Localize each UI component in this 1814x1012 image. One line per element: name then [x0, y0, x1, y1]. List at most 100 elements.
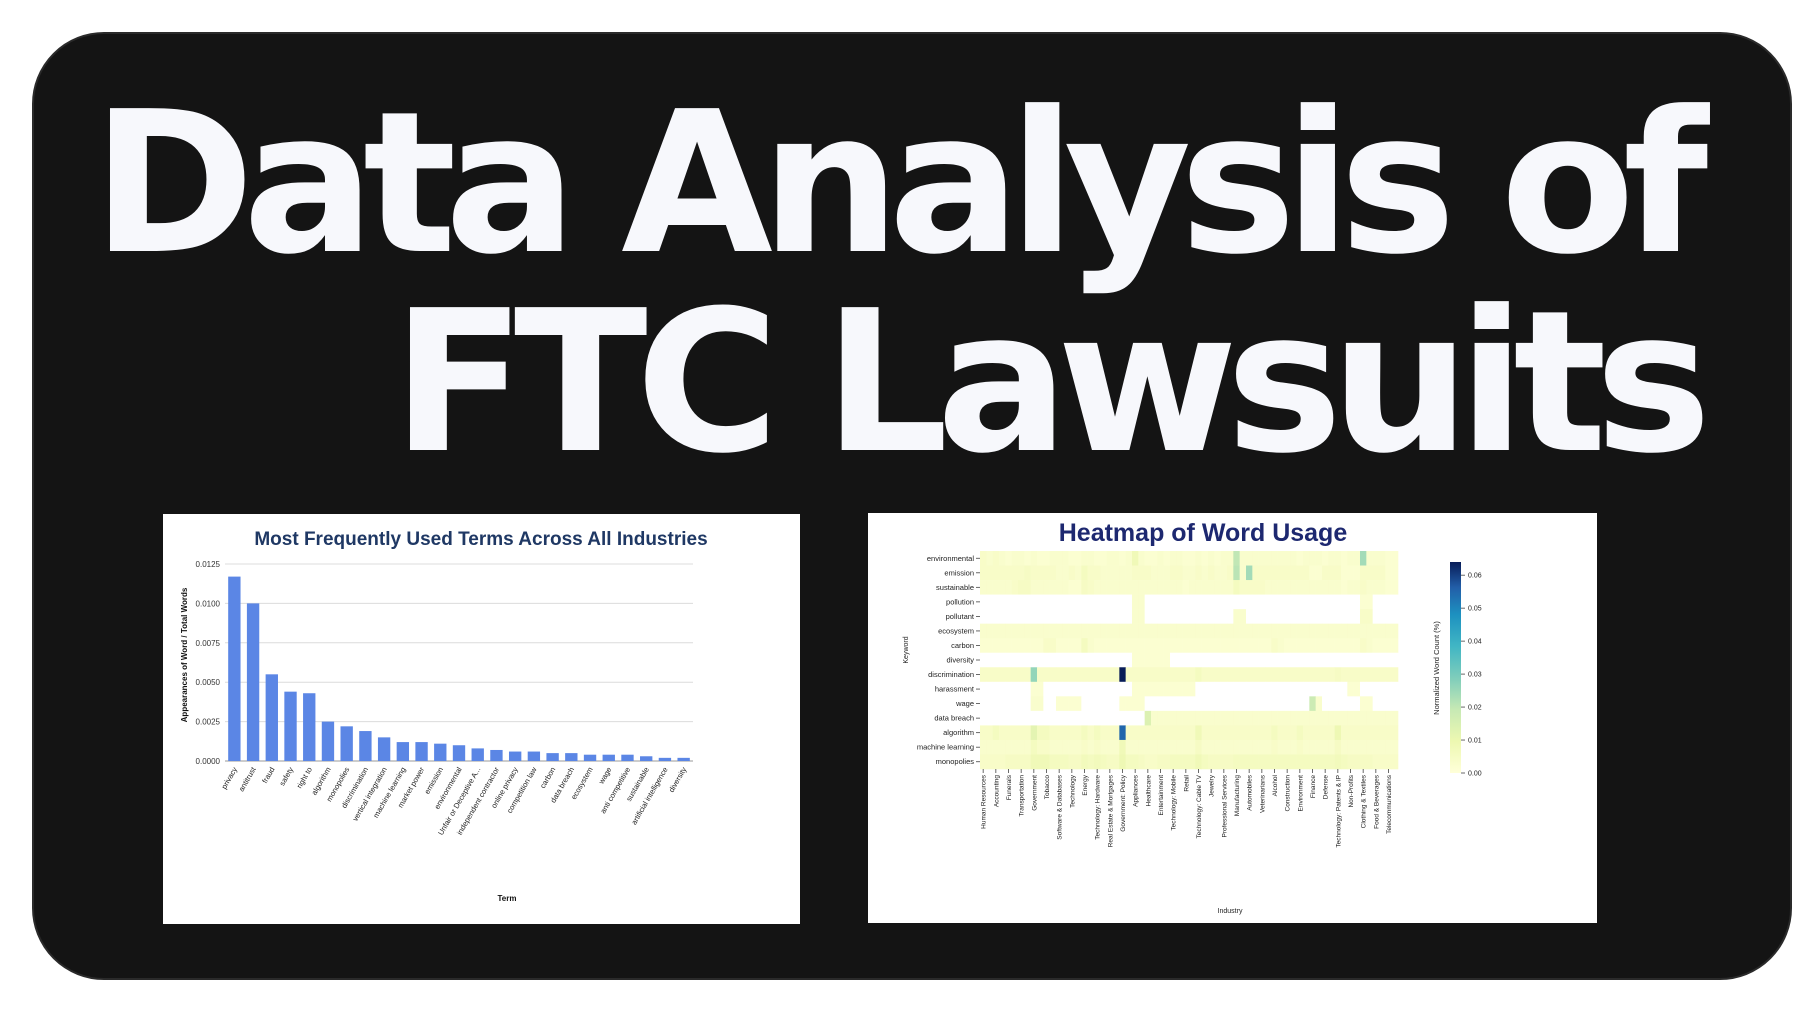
heatmap-cell [1062, 696, 1069, 712]
heatmap-cell [1170, 580, 1177, 595]
heatmap-cell [1201, 623, 1209, 639]
heatmap-cell [1106, 725, 1114, 741]
heatmap-cell [1182, 739, 1190, 755]
heatmap-cell [1049, 551, 1057, 566]
heatmap-cell [1391, 594, 1399, 610]
heatmap-cell [1062, 754, 1069, 770]
bar-9 [396, 742, 410, 761]
heatmap-row-label: emission [944, 568, 974, 577]
heatmap-col-label: Non-Profits [1348, 774, 1355, 807]
bar-chart-title: Most Frequently Used Terms Across All In… [254, 529, 707, 550]
heatmap-cell [1113, 609, 1120, 624]
heatmap-cell [1334, 710, 1342, 726]
heatmap-cell [1309, 551, 1316, 566]
heatmap-cell [1049, 681, 1057, 697]
heatmap-cell [986, 609, 993, 624]
heatmap-cell [992, 580, 1000, 595]
heatmap-cell [1068, 580, 1076, 595]
heatmap-cell [1138, 739, 1145, 755]
heatmap-cell [1391, 739, 1399, 755]
heatmap-cell [1271, 739, 1278, 755]
heatmap-cell [1138, 652, 1145, 668]
heatmap-cell [1138, 754, 1145, 770]
heatmap-cell [1138, 681, 1145, 697]
heatmap-cell [1132, 580, 1139, 595]
heatmap-cell [1189, 580, 1196, 595]
heatmap-cell [999, 594, 1006, 610]
heatmap-row-label: discrimination [928, 670, 974, 679]
heatmap-cell [1271, 696, 1278, 712]
heatmap-cell [1119, 580, 1126, 595]
heatmap-col-label: Construction [1285, 775, 1292, 812]
heatmap-cell [1277, 638, 1285, 654]
heatmap-cell [1062, 667, 1069, 683]
heatmap-cell [1347, 623, 1354, 639]
heatmap-cell [1081, 667, 1088, 683]
heatmap-col-label: Food & Beverages [1373, 774, 1380, 829]
heatmap-cell [1106, 580, 1114, 595]
heatmap-cell [1277, 551, 1285, 566]
heatmap-cell [1081, 696, 1088, 712]
heatmap-cell [1208, 594, 1215, 610]
heatmap-cell [980, 667, 987, 683]
heatmap-cell [1315, 580, 1323, 595]
bar-8 [377, 737, 391, 761]
heatmap-cell [1372, 551, 1380, 566]
heatmap-cell [1315, 551, 1323, 566]
heatmap-cell [1087, 565, 1095, 581]
heatmap-cell [1227, 638, 1234, 654]
heatmap-cell [1258, 696, 1266, 712]
heatmap-cell [1024, 754, 1031, 770]
heatmap-cell [1113, 638, 1120, 654]
heatmap-cell [1328, 609, 1335, 624]
heatmap-col-label: Appliances [1133, 774, 1140, 807]
heatmap-cell [1081, 623, 1088, 639]
heatmap-cell [1113, 681, 1120, 697]
heatmap-cell [1258, 754, 1266, 770]
heatmap-cell [1309, 754, 1316, 770]
heatmap-cell [1322, 623, 1329, 639]
heatmap-cell [1157, 725, 1164, 741]
heatmap-cell [1182, 551, 1190, 566]
heatmap-cell [1068, 609, 1076, 624]
heatmap-cell [1341, 739, 1348, 755]
heatmap-cell [1087, 754, 1095, 770]
heatmap-cell [1043, 594, 1050, 610]
heatmap-cell [1252, 551, 1259, 566]
heatmap-cell [1391, 725, 1399, 741]
heatmap-cell [1315, 681, 1323, 697]
heatmap-cell [1290, 710, 1297, 726]
heatmap-cell [1372, 580, 1380, 595]
heatmap-cell [1062, 725, 1069, 741]
heatmap-cell [1385, 725, 1392, 741]
heatmap-cell [1176, 609, 1183, 624]
heatmap-cell [1011, 623, 1019, 639]
heatmap-cell [1214, 565, 1221, 581]
heatmap-cell [1170, 551, 1177, 566]
heatmap-cell [1385, 667, 1392, 683]
heatmap-cell [1296, 696, 1304, 712]
heatmap-cell [1303, 594, 1310, 610]
heatmap-cell [1030, 609, 1038, 624]
heatmap-cell [1252, 725, 1259, 741]
heatmap-cell [1315, 594, 1323, 610]
heatmap-cell [980, 565, 987, 581]
heatmap-cell [1379, 725, 1386, 741]
heatmap-cell [1087, 638, 1095, 654]
heatmap-cell [1265, 652, 1272, 668]
heatmap-cell [1322, 652, 1329, 668]
heatmap-cell [1265, 594, 1272, 610]
heatmap-cell [1214, 681, 1221, 697]
heatmap-cell [999, 681, 1006, 697]
heatmap-cell [1239, 565, 1247, 581]
heatmap-cell [1049, 725, 1057, 741]
heatmap-cell [1024, 696, 1031, 712]
bar-chart-xlabel: Term [498, 894, 517, 903]
heatmap-cell [1132, 609, 1139, 624]
heatmap-cell [1087, 623, 1095, 639]
heatmap-cell [1056, 710, 1063, 726]
heatmap-cell [1296, 594, 1304, 610]
heatmap-cell [992, 667, 1000, 683]
heatmap-cell [1062, 681, 1069, 697]
heatmap-cell [1182, 696, 1190, 712]
